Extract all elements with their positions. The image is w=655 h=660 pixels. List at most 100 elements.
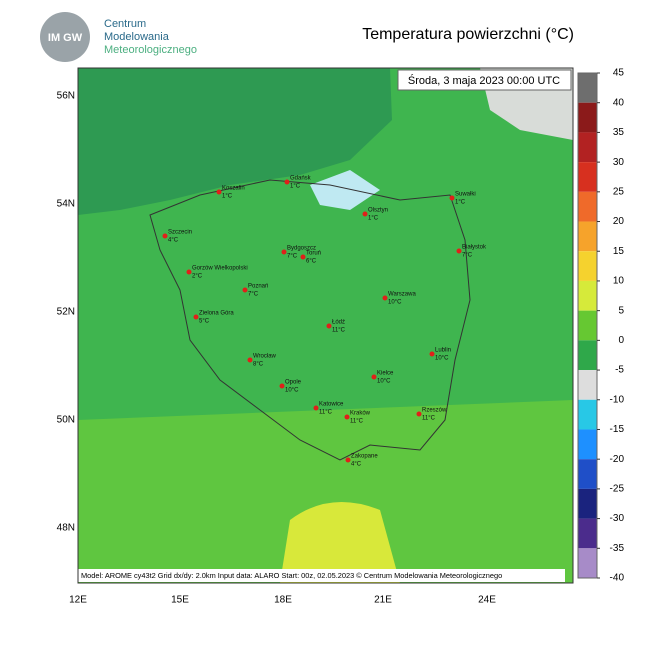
- city-name: Warszawa: [388, 292, 416, 298]
- city-dot: [313, 405, 319, 411]
- colorbar-segment: [578, 310, 597, 341]
- city-dot: [371, 374, 377, 380]
- map-frame: [77, 67, 574, 584]
- city-dot: [345, 457, 351, 463]
- city-name: Suwałki: [455, 192, 476, 198]
- lon-label: 12E: [69, 595, 87, 606]
- city-name: Gdańsk: [290, 176, 312, 182]
- city-dot: [416, 411, 422, 417]
- city-dot: [362, 211, 368, 217]
- city-temp: 4°C: [351, 462, 362, 468]
- city-temp: 8°C: [253, 362, 264, 368]
- lon-label: 21E: [374, 595, 392, 606]
- colorbar-tick-label: 30: [613, 157, 625, 168]
- warm-area: [280, 502, 400, 583]
- colorbar-tick-label: 25: [613, 186, 625, 197]
- city-temp: 11°C: [319, 410, 333, 416]
- colorbar-segment: [578, 221, 597, 252]
- colorbar-tick-label: -10: [610, 394, 625, 405]
- city-name: Szczecin: [168, 230, 192, 236]
- city-name: Opole: [285, 380, 302, 386]
- city-temp: 6°C: [306, 259, 317, 265]
- lat-label: 52N: [57, 307, 75, 318]
- city-temp: 1°C: [290, 184, 301, 190]
- colorbar-tick-label: -15: [610, 424, 625, 435]
- city-dot: [429, 351, 435, 357]
- colorbar-segment: [578, 370, 597, 400]
- city-temp: 10°C: [377, 379, 391, 385]
- colorbar-tick-label: 5: [618, 305, 624, 316]
- colorbar-segment: [578, 251, 597, 281]
- city-dot: [284, 179, 290, 185]
- city-dot: [279, 383, 285, 389]
- colorbar-tick-label: -25: [610, 484, 625, 495]
- city-temp: 1°C: [368, 216, 379, 222]
- lon-label: 15E: [171, 595, 189, 606]
- city-temp: 5°C: [199, 319, 210, 325]
- colorbar-segment: [578, 162, 597, 192]
- colorbar-segment: [578, 280, 597, 311]
- city-temp: 7°C: [248, 292, 259, 298]
- colorbar-segment: [578, 73, 597, 103]
- colorbar-segment: [578, 340, 597, 371]
- colorbar-segment: [578, 132, 597, 163]
- city-temp: 11°C: [332, 328, 346, 334]
- lon-label: 18E: [274, 595, 292, 606]
- city-name: Łódź: [332, 320, 345, 326]
- colorbar-segment: [578, 191, 597, 222]
- city-name: Białystok: [462, 245, 487, 251]
- city-dot: [193, 314, 199, 320]
- city-dot: [186, 269, 192, 275]
- city-name: Wrocław: [253, 354, 277, 360]
- colorbar-tick-label: -20: [610, 454, 625, 465]
- city-name: Bydgoszcz: [287, 246, 316, 252]
- city-dot: [242, 287, 248, 293]
- lat-label: 50N: [57, 415, 75, 426]
- snow-area: [310, 170, 380, 210]
- city-temp: 11°C: [350, 419, 364, 425]
- lat-label: 54N: [57, 199, 75, 210]
- colorbar-segment: [578, 102, 597, 133]
- city-dot: [382, 295, 388, 301]
- colorbar-tick-label: 0: [618, 335, 624, 346]
- city-dot: [216, 189, 222, 195]
- city-name: Poznań: [248, 284, 268, 290]
- city-temp: 4°C: [168, 238, 179, 244]
- title: Temperatura powierzchni (°C): [362, 26, 574, 43]
- institute-line: Modelowania: [104, 31, 170, 43]
- colorbar-tick-label: -35: [610, 543, 625, 554]
- city-temp: 7°C: [462, 253, 473, 259]
- city-dot: [449, 195, 455, 201]
- city-name: Kraków: [350, 411, 371, 417]
- city-dot: [300, 254, 306, 260]
- colorbar-tick-label: 20: [613, 216, 625, 227]
- city-temp: 1°C: [455, 200, 466, 206]
- colorbar-tick-label: 10: [613, 276, 625, 287]
- city-name: Zakopane: [351, 454, 378, 460]
- city-dot: [326, 323, 332, 329]
- city-temp: 7°C: [287, 254, 298, 260]
- colorbar-tick-label: -30: [610, 513, 625, 524]
- footer-box: [78, 569, 565, 582]
- lat-label: 48N: [57, 523, 75, 534]
- city-name: Gorzów Wielkopolski: [192, 266, 248, 272]
- date: Środa, 3 maja 2023 00:00 UTC: [408, 74, 560, 87]
- city-name: Toruń: [306, 251, 321, 257]
- city-name: Lublin: [435, 348, 451, 354]
- institute-line: Meteorologicznego: [104, 44, 197, 56]
- city-temp: 2°C: [192, 274, 203, 280]
- logo-text: IM GW: [48, 32, 83, 44]
- institute-line: Centrum: [104, 18, 146, 30]
- city-dot: [162, 233, 168, 239]
- baltic-sea: [78, 68, 392, 215]
- colorbar-tick-label: 45: [613, 68, 625, 79]
- border: [149, 179, 471, 461]
- lon-label: 24E: [478, 595, 496, 606]
- colorbar-segment: [578, 548, 597, 578]
- colorbar-tick-label: -40: [610, 573, 625, 584]
- colorbar-segment: [578, 518, 597, 549]
- colorbar-frame: [577, 72, 598, 579]
- colorbar-segment: [578, 488, 597, 519]
- city-dot: [281, 249, 287, 255]
